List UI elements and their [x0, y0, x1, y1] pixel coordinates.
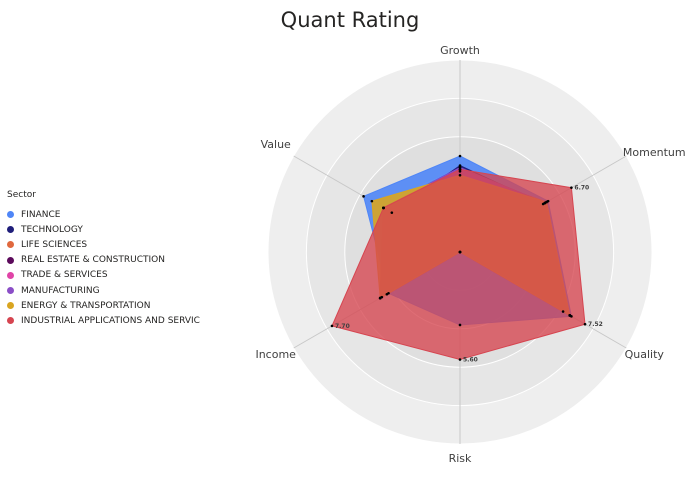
data-point [561, 310, 565, 313]
legend-label: FINANCE [21, 209, 61, 220]
data-point [390, 211, 394, 214]
chart-title: Quant Rating [280, 8, 420, 32]
legend-label: REAL ESTATE & CONSTRUCTION [21, 255, 165, 266]
data-point [545, 200, 548, 204]
data-point [378, 296, 382, 300]
data-point [382, 206, 385, 210]
legend-item[interactable]: INDUSTRIAL APPLICATIONS AND SERVIC [7, 313, 200, 328]
data-label: 7.70 [335, 323, 350, 330]
data-point [458, 168, 462, 171]
legend-marker [7, 226, 14, 234]
legend-marker [7, 211, 14, 219]
legend: Sector FINANCE TECHNOLOGY LIFE SCIENCES REA… [7, 190, 200, 329]
data-point [458, 170, 462, 173]
data-point [458, 173, 462, 177]
data-point [330, 324, 334, 328]
legend-item[interactable]: FINANCE [7, 207, 200, 222]
axis-label-momentum: Momentum [623, 146, 686, 159]
data-label: 7.52 [588, 321, 603, 328]
legend-items: FINANCE TECHNOLOGY LIFE SCIENCES REAL ESTAT… [7, 207, 200, 329]
data-point [458, 164, 462, 167]
legend-marker [7, 287, 14, 295]
data-point [458, 166, 462, 169]
legend-item[interactable]: ENERGY & TRANSPORTATION [7, 298, 200, 313]
legend-label: MANUFACTURING [21, 285, 100, 296]
legend-label: TECHNOLOGY [21, 224, 83, 235]
data-point [458, 154, 462, 158]
legend-item[interactable]: TECHNOLOGY [7, 222, 200, 237]
legend-item[interactable]: TRADE & SERVICES [7, 268, 200, 283]
legend-item[interactable]: REAL ESTATE & CONSTRUCTION [7, 253, 200, 268]
legend-label: LIFE SCIENCES [21, 239, 88, 250]
legend-marker [7, 256, 14, 264]
data-point [370, 199, 374, 203]
axis-label-value: Value [261, 138, 291, 151]
data-point [568, 314, 572, 317]
axis-label-growth: Growth [440, 44, 480, 57]
axis-label-quality: Quality [625, 348, 665, 361]
axis-label-risk: Risk [449, 452, 472, 465]
data-point [583, 322, 587, 326]
legend-title: Sector [7, 190, 36, 200]
legend-marker [7, 241, 14, 249]
data-point [570, 186, 573, 189]
legend-marker [7, 317, 14, 325]
data-point [458, 250, 462, 254]
data-point [458, 358, 462, 361]
legend-label: TRADE & SERVICES [21, 270, 108, 281]
legend-marker [7, 271, 14, 279]
data-label: 5.60 [463, 357, 478, 364]
legend-marker [7, 302, 14, 310]
legend-label: ENERGY & TRANSPORTATION [21, 300, 151, 311]
data-point [362, 195, 365, 198]
legend-label: INDUSTRIAL APPLICATIONS AND SERVIC [21, 315, 200, 326]
data-label: 6.70 [574, 185, 589, 192]
legend-item[interactable]: LIFE SCIENCES [7, 237, 200, 252]
data-point [385, 292, 389, 296]
axis-label-income: Income [255, 348, 296, 361]
legend-item[interactable]: MANUFACTURING [7, 283, 200, 298]
data-point [458, 323, 462, 327]
